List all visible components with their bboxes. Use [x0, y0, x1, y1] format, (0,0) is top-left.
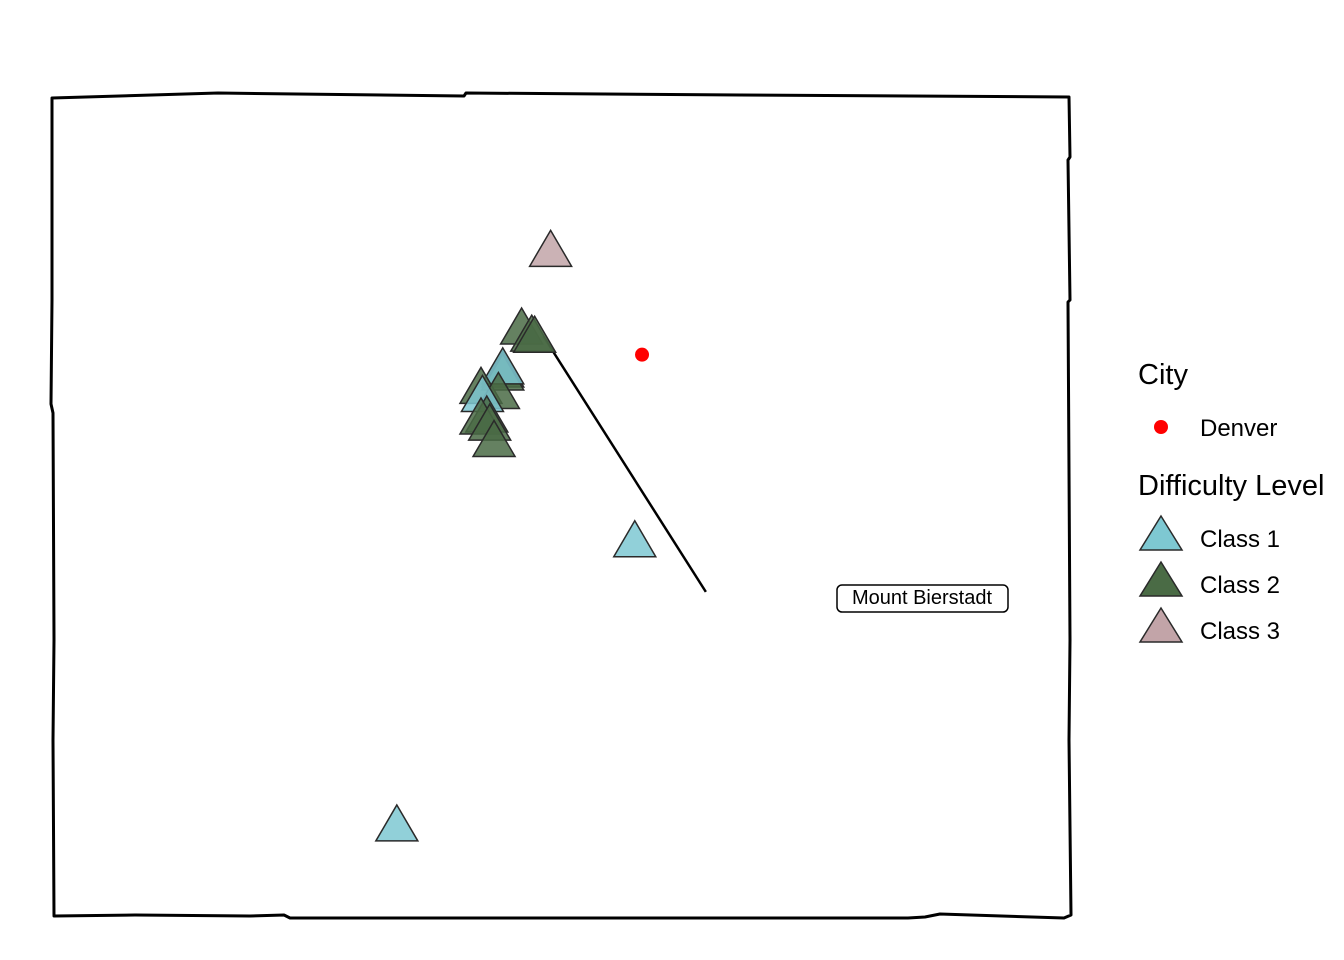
callout-mount-bierstadt: Mount Bierstadt	[836, 584, 1009, 613]
state-border	[49, 91, 1073, 920]
callout-leader-line	[542, 335, 707, 593]
peak-marker-class-1	[374, 803, 420, 842]
callout-line-layer	[542, 335, 707, 593]
peak-marker-class-1	[612, 519, 658, 558]
peak-marker-class-3	[528, 228, 573, 268]
legend-city-title: City	[1138, 359, 1188, 391]
legend-class-3-marker	[1138, 606, 1184, 643]
callout-label: Mount Bierstadt	[852, 587, 993, 609]
callout-label-box	[836, 584, 1009, 613]
legend-class-1-marker	[1138, 514, 1184, 551]
legend-difficulty-title: Difficulty Level	[1138, 470, 1324, 502]
legend-class-3-label: Class 3	[1200, 618, 1280, 645]
legend: City Denver Difficulty Level Class 1 Cla…	[1138, 359, 1324, 645]
peak-marker-class-2	[512, 314, 557, 353]
legend-denver-marker	[1154, 420, 1168, 434]
legend-class-2-marker	[1138, 560, 1184, 597]
legend-denver-label: Denver	[1200, 415, 1277, 442]
cities-layer	[635, 347, 650, 362]
legend-class-1-label: Class 1	[1200, 526, 1280, 553]
peaks-layer	[374, 228, 658, 842]
peak-marker-class-2	[471, 419, 517, 458]
city-marker-denver	[635, 347, 650, 362]
legend-class-2-label: Class 2	[1200, 572, 1280, 599]
